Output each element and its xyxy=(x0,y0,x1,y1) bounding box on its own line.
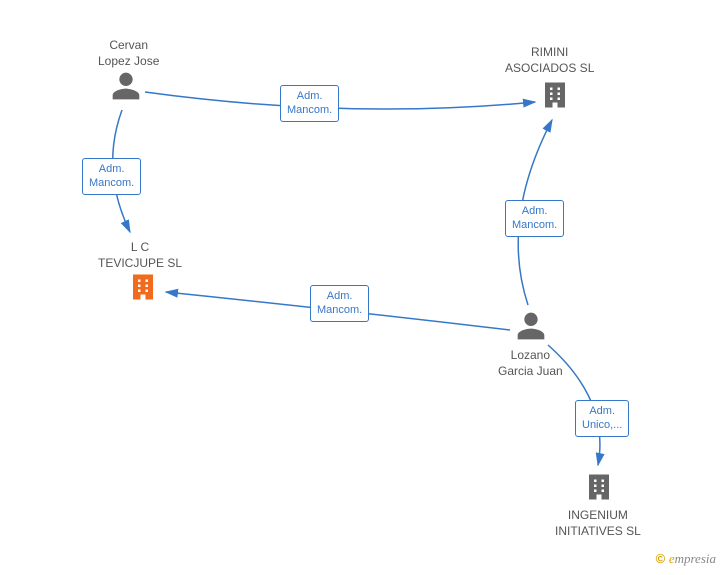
node-label-lozano-line2: Garcia Juan xyxy=(498,364,563,378)
edge-label-lozano-lc: Adm. Mancom. xyxy=(310,285,369,322)
watermark-rest: mpresia xyxy=(675,551,716,566)
node-label-lc-line2: TEVICJUPE SL xyxy=(98,256,182,270)
person-icon xyxy=(110,70,142,107)
node-label-lozano-line1: Lozano xyxy=(511,348,550,362)
building-icon xyxy=(584,472,614,507)
node-label-rimini-line1: RIMINI xyxy=(531,45,568,59)
building-icon xyxy=(128,272,158,307)
node-label-rimini-line2: ASOCIADOS SL xyxy=(505,61,594,75)
node-label-lc-line1: L C xyxy=(131,240,149,254)
node-label-ingenium: INGENIUM INITIATIVES SL xyxy=(555,508,641,539)
edge-cervan-rimini xyxy=(145,92,535,109)
edge-label-cervan-rimini: Adm. Mancom. xyxy=(280,85,339,122)
edge-label-lozano-rimini: Adm. Mancom. xyxy=(505,200,564,237)
node-label-ingenium-line2: INITIATIVES SL xyxy=(555,524,641,538)
watermark: © empresia xyxy=(656,551,716,567)
node-label-cervan-line1: Cervan xyxy=(109,38,148,52)
node-label-rimini: RIMINI ASOCIADOS SL xyxy=(505,45,594,76)
node-label-lc: L C TEVICJUPE SL xyxy=(98,240,182,271)
edge-label-cervan-lc: Adm. Mancom. xyxy=(82,158,141,195)
person-icon xyxy=(515,310,547,347)
node-label-cervan: Cervan Lopez Jose xyxy=(98,38,159,69)
node-label-cervan-line2: Lopez Jose xyxy=(98,54,159,68)
edge-label-lozano-ingenium: Adm. Unico,... xyxy=(575,400,629,437)
node-label-lozano: Lozano Garcia Juan xyxy=(498,348,563,379)
copyright-icon: © xyxy=(656,551,666,566)
building-icon xyxy=(540,80,570,115)
node-label-ingenium-line1: INGENIUM xyxy=(568,508,628,522)
